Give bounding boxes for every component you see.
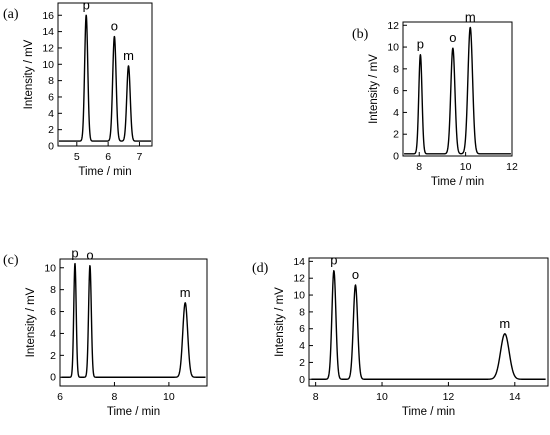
y-tick-label: 12 bbox=[42, 42, 54, 54]
panel-label: (d) bbox=[252, 261, 269, 276]
panel-label: (a) bbox=[3, 7, 19, 22]
chart-panel: 0 2 4 6 8 10 12 14 16 5 6 7 Time / min Intensity / mV… bbox=[3, 0, 153, 178]
y-tick-label: 0 bbox=[393, 151, 399, 163]
x-axis-label: Time / min bbox=[107, 406, 160, 418]
y-tick-label: 10 bbox=[42, 59, 54, 71]
y-axis-label: Intensity / mV bbox=[274, 287, 286, 357]
chart-panel: 0 2 4 6 8 10 12 8 10 12 Time / min Intensity / mV (b… bbox=[352, 9, 518, 188]
y-tick-label: 10 bbox=[44, 262, 56, 274]
peak-label: p bbox=[71, 245, 78, 260]
x-axis-label: Time / min bbox=[78, 166, 131, 178]
x-tick-label: 6 bbox=[57, 391, 63, 403]
y-tick-label: 8 bbox=[393, 63, 399, 75]
x-axis-label: Time / min bbox=[402, 406, 455, 418]
peak-label: o bbox=[352, 267, 359, 282]
y-tick-label: 4 bbox=[299, 340, 305, 352]
x-tick-label: 6 bbox=[105, 151, 111, 163]
plot-frame bbox=[402, 21, 513, 157]
x-tick-label: 5 bbox=[74, 151, 80, 163]
y-tick-label: 14 bbox=[42, 26, 54, 38]
peak-label: m bbox=[180, 285, 191, 300]
chromatogram-trace bbox=[60, 262, 207, 378]
y-tick-label: 2 bbox=[48, 124, 54, 136]
y-tick-label: 2 bbox=[299, 357, 305, 369]
peak-label: p bbox=[330, 253, 337, 268]
y-tick-label: 8 bbox=[299, 306, 305, 318]
y-tick-label: 6 bbox=[393, 85, 399, 97]
x-tick-label: 12 bbox=[506, 161, 518, 173]
chromatogram-trace bbox=[58, 14, 152, 142]
x-tick-label: 10 bbox=[376, 391, 388, 403]
plot-frame bbox=[57, 2, 153, 147]
y-tick-label: 2 bbox=[393, 129, 399, 141]
panel-label: (b) bbox=[352, 27, 369, 42]
peak-label: o bbox=[111, 19, 118, 34]
y-axis-label: Intensity / mV bbox=[23, 39, 35, 109]
chromatogram-trace bbox=[311, 270, 546, 380]
y-tick-label: 8 bbox=[48, 75, 54, 87]
x-tick-label: 8 bbox=[416, 161, 422, 173]
chromatogram-trace bbox=[403, 26, 512, 155]
y-tick-label: 6 bbox=[48, 91, 54, 103]
y-axis-label: Intensity / mV bbox=[368, 54, 380, 124]
peak-label: m bbox=[465, 9, 476, 24]
y-tick-label: 4 bbox=[48, 108, 54, 120]
y-tick-label: 14 bbox=[293, 256, 305, 268]
peak-label: o bbox=[449, 30, 456, 45]
y-tick-label: 4 bbox=[50, 328, 56, 340]
y-tick-label: 6 bbox=[299, 323, 305, 335]
x-tick-label: 8 bbox=[313, 391, 319, 403]
x-tick-label: 7 bbox=[137, 151, 143, 163]
y-tick-label: 8 bbox=[50, 284, 56, 296]
plot-frame bbox=[308, 257, 549, 387]
y-axis-label: Intensity / mV bbox=[25, 287, 37, 357]
peak-label: o bbox=[86, 248, 93, 263]
y-tick-label: 12 bbox=[293, 273, 305, 285]
x-tick-label: 10 bbox=[163, 391, 175, 403]
peak-label: m bbox=[123, 48, 134, 63]
x-tick-label: 8 bbox=[112, 391, 118, 403]
peak-label: p bbox=[417, 37, 424, 52]
y-tick-label: 2 bbox=[50, 350, 56, 362]
x-tick-label: 12 bbox=[443, 391, 455, 403]
y-tick-label: 0 bbox=[50, 372, 56, 384]
x-tick-label: 14 bbox=[509, 391, 521, 403]
x-tick-label: 10 bbox=[460, 161, 472, 173]
y-tick-label: 16 bbox=[42, 10, 54, 22]
y-tick-label: 10 bbox=[293, 290, 305, 302]
peak-label: m bbox=[499, 316, 510, 331]
y-tick-label: 10 bbox=[387, 42, 399, 54]
peak-label: p bbox=[83, 0, 90, 12]
panel-label: (c) bbox=[3, 253, 19, 268]
chart-panel: 0 2 4 6 8 10 12 14 8 10 12 14 Time / min Intensity / … bbox=[252, 253, 549, 418]
y-tick-label: 12 bbox=[387, 20, 399, 32]
y-tick-label: 4 bbox=[393, 107, 399, 119]
y-tick-label: 6 bbox=[50, 306, 56, 318]
plot-frame bbox=[59, 258, 208, 387]
x-axis-label: Time / min bbox=[431, 176, 484, 188]
y-tick-label: 0 bbox=[299, 374, 305, 386]
y-tick-label: 0 bbox=[48, 141, 54, 153]
